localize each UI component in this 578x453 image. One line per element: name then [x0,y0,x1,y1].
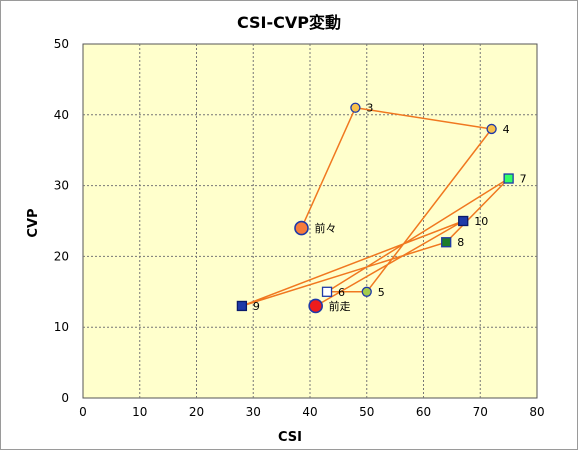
data-point-marker [486,123,497,135]
data-point-label: 6 [338,286,345,299]
chart-title: CSI-CVP変動 [237,13,341,32]
data-point-marker [236,300,248,312]
x-tick-label: 60 [416,405,431,419]
x-tick-label: 40 [302,405,317,419]
data-point-marker [308,298,323,314]
y-tick-label: 0 [61,391,69,405]
x-tick-label: 50 [359,405,374,419]
x-tick-label: 70 [473,405,488,419]
y-tick-label: 10 [54,320,69,334]
x-tick-label: 10 [132,405,147,419]
point-labels: 前々 3 4 5 6 7 8 9 10 前走 [253,102,527,313]
data-points [236,102,514,314]
grid-lines [83,44,537,398]
y-tick-label: 30 [54,179,69,193]
series-path [241,106,510,307]
data-point-label: 4 [503,123,510,136]
x-axis-label: CSI [278,430,302,445]
data-point-marker [503,173,514,184]
data-point-label: 7 [520,173,527,186]
series-line [241,106,510,307]
data-point-label: 5 [378,286,385,299]
data-point-label: 前走 [329,299,351,313]
y-axis-ticks: 0 10 20 30 40 50 [54,37,69,405]
y-axis-label: CVP [26,208,41,237]
x-tick-label: 80 [529,405,544,419]
data-point-label: 10 [474,215,488,228]
data-point-marker [294,220,309,236]
data-point-marker [458,215,469,227]
data-point-label: 8 [457,236,464,249]
data-point-marker [361,286,372,297]
data-point-marker [350,102,361,113]
x-axis-ticks: 0 10 20 30 40 50 60 70 80 [79,405,544,419]
data-point-marker [321,286,333,297]
x-tick-label: 0 [79,405,87,419]
y-tick-label: 50 [54,37,69,51]
x-tick-label: 20 [189,405,204,419]
data-point-label: 3 [366,102,373,115]
data-point-marker [441,237,452,248]
y-tick-label: 20 [54,249,69,263]
x-tick-label: 30 [246,405,261,419]
data-point-label: 前々 [314,221,336,235]
y-tick-label: 40 [54,108,69,122]
data-point-label: 9 [253,300,260,313]
